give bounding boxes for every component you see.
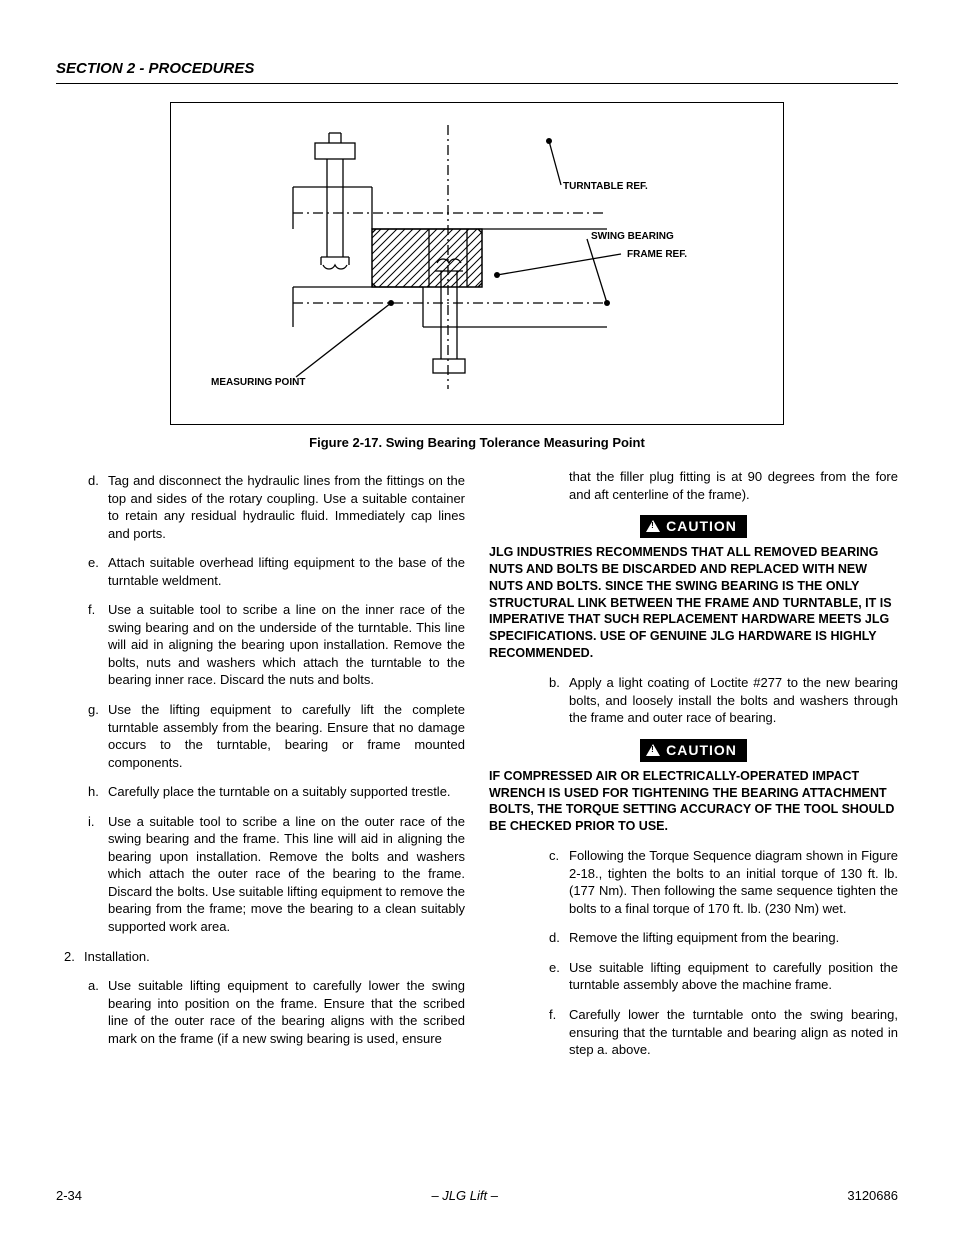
caution-label-box: CAUTION bbox=[640, 739, 747, 762]
list-item: b. Apply a light coating of Loctite #277… bbox=[489, 674, 898, 727]
list-body: Use suitable lifting equipment to carefu… bbox=[108, 977, 465, 1047]
col2-continuation: that the filler plug fitting is at 90 de… bbox=[489, 468, 898, 503]
list-body: Apply a light coating of Loctite #277 to… bbox=[569, 674, 898, 727]
footer-center: – JLG Lift – bbox=[431, 1188, 497, 1203]
list-marker: d. bbox=[88, 472, 108, 542]
figure-container: TURNTABLE REF. SWING BEARING FRAME REF. MEA… bbox=[56, 102, 898, 450]
figure-caption: Figure 2-17. Swing Bearing Tolerance Mea… bbox=[56, 435, 898, 450]
list-item: that the filler plug fitting is at 90 de… bbox=[489, 468, 898, 503]
warning-icon bbox=[646, 744, 660, 756]
list-body: Use a suitable tool to scribe a line on … bbox=[108, 601, 465, 689]
list-body: Carefully place the turntable on a suita… bbox=[108, 783, 465, 801]
caution-label-box: CAUTION bbox=[640, 515, 747, 538]
warning-paragraph: IF COMPRESSED AIR OR ELECTRICALLY-OPERAT… bbox=[489, 768, 898, 836]
diagram-label-measuring_pt: MEASURING POINT bbox=[211, 377, 305, 388]
list-item: e.Use suitable lifting equipment to care… bbox=[489, 959, 898, 994]
page-footer: 2-34 – JLG Lift – 3120686 bbox=[56, 1188, 898, 1203]
list-body: Carefully lower the turntable onto the s… bbox=[569, 1006, 898, 1059]
list-marker: 2. bbox=[64, 948, 84, 966]
callout-point bbox=[604, 300, 610, 306]
list-marker: d. bbox=[549, 929, 569, 947]
warning-paragraph: JLG INDUSTRIES RECOMMENDS THAT ALL REMOV… bbox=[489, 544, 898, 662]
swing-bearing-diagram: TURNTABLE REF. SWING BEARING FRAME REF. MEA… bbox=[171, 103, 783, 419]
list-body: Use the lifting equipment to carefully l… bbox=[108, 701, 465, 771]
list-item: a.Use suitable lifting equipment to care… bbox=[56, 977, 465, 1047]
callout-leader bbox=[587, 239, 607, 303]
callout-point bbox=[494, 272, 500, 278]
diagram-label-swing_bearing: SWING BEARING bbox=[591, 231, 674, 242]
caution-label: CAUTION bbox=[666, 742, 737, 758]
list-item: d.Tag and disconnect the hydraulic lines… bbox=[56, 472, 465, 542]
list-item: f.Carefully lower the turntable onto the… bbox=[489, 1006, 898, 1059]
list-body: Attach suitable overhead lifting equipme… bbox=[108, 554, 465, 589]
list-item: 2.Installation. bbox=[56, 948, 465, 966]
callout-point bbox=[546, 138, 552, 144]
list-item: h.Carefully place the turntable on a sui… bbox=[56, 783, 465, 801]
caution-banner: CAUTION bbox=[489, 515, 898, 538]
two-column-body: d.Tag and disconnect the hydraulic lines… bbox=[56, 466, 898, 1071]
list-body: Remove the lifting equipment from the be… bbox=[569, 929, 898, 947]
list-marker: f. bbox=[88, 601, 108, 689]
diagram-label-turntable_ref: TURNTABLE REF. bbox=[563, 181, 648, 192]
list-body: Use suitable lifting equipment to carefu… bbox=[569, 959, 898, 994]
list-body: that the filler plug fitting is at 90 de… bbox=[569, 468, 898, 503]
warning-icon bbox=[646, 520, 660, 532]
list-item: i.Use a suitable tool to scribe a line o… bbox=[56, 813, 465, 936]
callout-leader bbox=[296, 303, 391, 377]
figure-border: TURNTABLE REF. SWING BEARING FRAME REF. MEA… bbox=[170, 102, 784, 425]
list-item: d.Remove the lifting equipment from the … bbox=[489, 929, 898, 947]
list-marker: h. bbox=[88, 783, 108, 801]
list-item: g.Use the lifting equipment to carefully… bbox=[56, 701, 465, 771]
list-marker: f. bbox=[549, 1006, 569, 1059]
caution-banner: CAUTION bbox=[489, 739, 898, 762]
list-marker: c. bbox=[549, 847, 569, 917]
list-body: Use a suitable tool to scribe a line on … bbox=[108, 813, 465, 936]
list-item: f.Use a suitable tool to scribe a line o… bbox=[56, 601, 465, 689]
list-item: c.Following the Torque Sequence diagram … bbox=[489, 847, 898, 917]
list-body: Installation. bbox=[84, 948, 465, 966]
list-body: Tag and disconnect the hydraulic lines f… bbox=[108, 472, 465, 542]
callout-leader bbox=[497, 254, 621, 275]
section-header: SECTION 2 - PROCEDURES bbox=[56, 60, 898, 84]
callout-leader bbox=[549, 141, 561, 185]
list-body: Following the Torque Sequence diagram sh… bbox=[569, 847, 898, 917]
caution-label: CAUTION bbox=[666, 518, 737, 534]
list-marker: e. bbox=[549, 959, 569, 994]
footer-page-number: 2-34 bbox=[56, 1188, 82, 1203]
list-marker: g. bbox=[88, 701, 108, 771]
diagram-label-frame_ref: FRAME REF. bbox=[627, 249, 687, 260]
callout-point bbox=[388, 300, 394, 306]
list-marker: a. bbox=[88, 977, 108, 1047]
list-marker bbox=[549, 468, 569, 503]
footer-doc-number: 3120686 bbox=[847, 1188, 898, 1203]
list-marker: b. bbox=[549, 674, 569, 727]
list-marker: e. bbox=[88, 554, 108, 589]
list-item: e.Attach suitable overhead lifting equip… bbox=[56, 554, 465, 589]
list-marker: i. bbox=[88, 813, 108, 936]
